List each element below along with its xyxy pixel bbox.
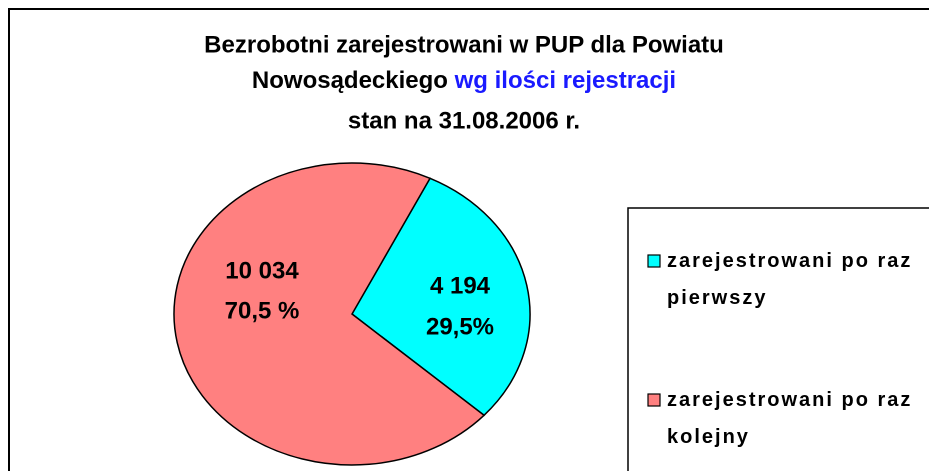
percent-label: 70,5 %	[225, 297, 300, 324]
chart-title: Bezrobotni zarejestrowani w PUP dla Powi…	[204, 31, 724, 58]
data-label: 4 194	[430, 272, 491, 299]
legend-box	[627, 207, 929, 471]
legend-label: zarejestrowani po raz pierwszy	[667, 250, 913, 309]
percent-label: 29,5%	[426, 313, 494, 340]
data-label: 10 034	[225, 257, 299, 284]
title-part: Nowosądeckiego	[252, 67, 455, 94]
chart-subtitle: stan na 31.08.2006 r.	[348, 107, 580, 134]
title-highlight: wg ilości rejestracji	[454, 67, 676, 94]
pie-slice	[173, 162, 486, 466]
legend-swatch	[647, 393, 661, 407]
chart-title: Nowosądeckiego wg ilości rejestracji	[252, 67, 676, 94]
legend-label: zarejestrowani po raz kolejny	[667, 389, 913, 448]
legend-swatch	[647, 254, 661, 268]
